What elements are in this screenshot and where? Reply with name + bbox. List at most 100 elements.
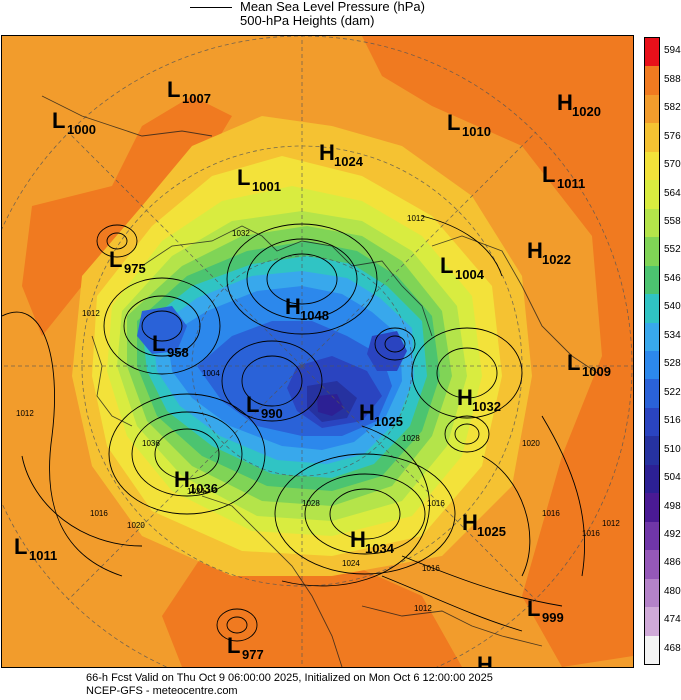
low-1007-north: L 1007 (167, 77, 211, 106)
low-pressure-marker: L (440, 253, 453, 278)
isobar-label: 1012 (414, 604, 432, 613)
low-958-west: L 958 (152, 331, 189, 360)
isobar-label: 1012 (602, 519, 620, 528)
pressure-value: 958 (167, 345, 189, 360)
colorbar-tick-label: 492 (664, 528, 681, 540)
colorbar-tick-label: 552 (664, 244, 681, 256)
colorbar-swatch (645, 237, 659, 267)
isobar-label: 1012 (82, 309, 100, 318)
pressure-value: 1025 (477, 524, 506, 539)
colorbar-tick-label: 522 (664, 386, 681, 398)
map-legend: Mean Sea Level Pressure (hPa) 500-hPa He… (0, 0, 681, 34)
high-pressure-marker: H (350, 527, 366, 552)
colorbar-tick-label: 558 (664, 215, 681, 227)
isobar-line-swatch (190, 7, 232, 8)
high-pressure-marker: H (285, 294, 301, 319)
pressure-value: 1004 (455, 267, 485, 282)
low-pressure-marker: L (237, 165, 250, 190)
isobar-label: 1036 (142, 439, 160, 448)
colorbar-swatch (645, 66, 659, 96)
pressure-value: 1025 (374, 414, 403, 429)
pressure-value: 1011 (557, 176, 585, 191)
colorbar-tick-label: 564 (664, 187, 681, 199)
low-pressure-marker: L (52, 108, 65, 133)
high-1014-south: H1014 (477, 652, 522, 667)
colorbar-swatch (645, 123, 659, 153)
pressure-value: 1011 (29, 548, 57, 563)
high-1036-west: H 1036 (174, 467, 218, 496)
colorbar-tick-label: 486 (664, 557, 681, 569)
low-1010-northeast: L 1010 (447, 110, 491, 139)
pressure-value: 990 (261, 406, 283, 421)
low-999-southeast: L 999 (527, 596, 564, 625)
isobar-label: 1016 (422, 564, 440, 573)
isobar-label: 1024 (187, 487, 205, 496)
high-pressure-marker: H (457, 385, 473, 410)
high-1020-northeast: H 1020 (557, 90, 601, 119)
colorbar-swatch (645, 493, 659, 523)
isobar-label: 1004 (202, 369, 220, 378)
low-pressure-marker: L (567, 350, 580, 375)
pressure-value: 1007 (182, 91, 211, 106)
isobar-label: 1028 (402, 434, 420, 443)
colorbar-swatch (645, 521, 659, 551)
high-1025-southeast: H 1025 (462, 510, 506, 539)
pressure-value: 1001 (252, 179, 281, 194)
pressure-value: 1020 (572, 104, 601, 119)
colorbar-swatch (645, 407, 659, 437)
high-pressure-marker: H (319, 140, 335, 165)
low-pressure-marker: L (527, 596, 540, 621)
pressure-value: 1034 (365, 541, 395, 556)
legend-mslp-label: Mean Sea Level Pressure (hPa) (240, 0, 425, 14)
height-colorbar (644, 37, 660, 665)
pressure-value: 975 (124, 261, 146, 276)
low-pressure-marker: L (447, 110, 460, 135)
isobar-label: 1016 (90, 509, 108, 518)
isobar-label: 1032 (232, 229, 250, 238)
low-pressure-marker: L (152, 331, 165, 356)
colorbar-tick-label: 588 (664, 73, 681, 85)
low-990-central: L 990 (246, 392, 283, 421)
colorbar-swatch (645, 151, 659, 181)
colorbar-tick-label: 570 (664, 159, 681, 171)
high-pressure-marker: H (557, 90, 573, 115)
colorbar-tick-label: 498 (664, 500, 681, 512)
high-pressure-marker: H (477, 652, 493, 667)
legend-heights-label: 500-hPa Heights (dam) (240, 13, 375, 28)
weather-map-canvas: 1012 1020 1016 1024 1028 1032 1036 1016 … (2, 36, 633, 667)
colorbar-tick-label: 594 (664, 45, 681, 57)
colorbar-swatch (645, 635, 659, 665)
isobar-label: 1016 (427, 499, 445, 508)
high-pressure-marker: H (359, 400, 375, 425)
isobar-label: 1028 (302, 499, 320, 508)
colorbar-tick-label: 480 (664, 585, 681, 597)
low-pressure-marker: L (109, 247, 122, 272)
low-pressure-marker: L (14, 534, 27, 559)
colorbar-tick-label: 510 (664, 443, 681, 455)
map-footer: 66-h Fcst Valid on Thu Oct 9 06:00:00 20… (0, 668, 681, 700)
pressure-value: 1022 (542, 252, 571, 267)
colorbar-tick-label: 474 (664, 614, 681, 626)
high-1024-north: H 1024 (319, 140, 364, 169)
high-pressure-marker: H (527, 238, 543, 263)
low-1011-east: L 1011 (542, 162, 585, 191)
colorbar-tick-label: 546 (664, 272, 681, 284)
colorbar-swatch (645, 294, 659, 324)
forecast-valid-time: 66-h Fcst Valid on Thu Oct 9 06:00:00 20… (86, 672, 493, 684)
low-1000-northwest: L 1000 (52, 108, 96, 137)
colorbar-tick-label: 534 (664, 329, 681, 341)
pressure-value: 1010 (462, 124, 491, 139)
isobar-label: 1020 (127, 521, 145, 530)
low-1009-east: L 1009 (567, 350, 611, 379)
low-pressure-marker: L (542, 162, 555, 187)
colorbar-swatch (645, 464, 659, 494)
colorbar-tick-label: 468 (664, 642, 681, 654)
low-977-south: L 977 (227, 633, 264, 662)
high-pressure-marker: H (174, 467, 190, 492)
colorbar-swatch (645, 436, 659, 466)
low-975-west: L 975 (109, 247, 146, 276)
colorbar-tick-label: 540 (664, 301, 681, 313)
colorbar-swatch (645, 322, 659, 352)
pressure-value: 999 (542, 610, 564, 625)
